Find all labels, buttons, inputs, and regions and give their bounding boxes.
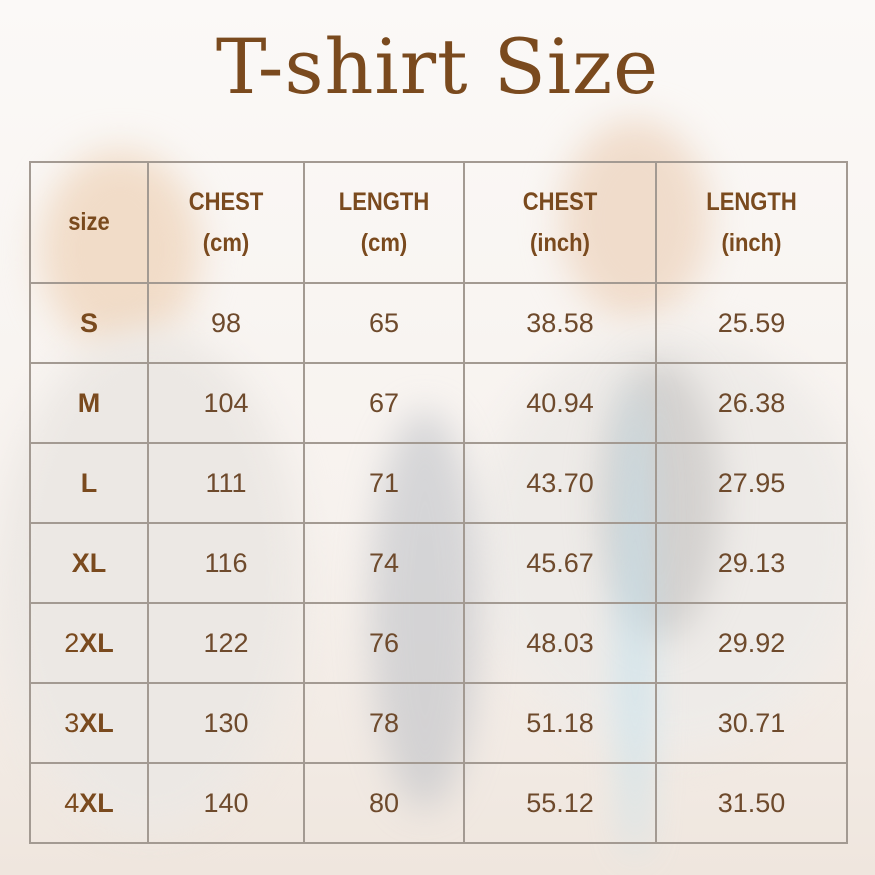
- chest-in-cell: 45.67: [463, 522, 657, 604]
- size-prefix: 3: [64, 707, 80, 738]
- size-cell: S: [29, 282, 149, 364]
- length-cm-cell: 67: [303, 362, 465, 444]
- chest-cm-cell: 140: [147, 762, 305, 844]
- header-label: LENGTH: [338, 187, 430, 216]
- length-in-cell: 27.95: [655, 442, 848, 524]
- header-chest-inch: CHEST (inch): [463, 161, 657, 284]
- header-unit: (cm): [202, 228, 250, 257]
- chest-cm-cell: 98: [147, 282, 305, 364]
- chest-cm-cell: 111: [147, 442, 305, 524]
- size-cell: XL: [29, 522, 149, 604]
- header-unit: (inch): [721, 228, 782, 257]
- length-cm-cell: 65: [303, 282, 465, 364]
- size-label: XL: [79, 627, 114, 658]
- header-size: size: [29, 161, 149, 284]
- size-cell: 3XL: [29, 682, 149, 764]
- size-label: XL: [79, 787, 114, 818]
- header-length-inch: LENGTH (inch): [655, 161, 848, 284]
- header-length-cm: LENGTH (cm): [303, 161, 465, 284]
- length-cm-cell: 78: [303, 682, 465, 764]
- size-cell: 4XL: [29, 762, 149, 844]
- table-row: 3XL 130 78 51.18 30.71: [29, 682, 848, 764]
- size-label: XL: [79, 707, 114, 738]
- length-in-cell: 25.59: [655, 282, 848, 364]
- size-label: M: [77, 387, 101, 418]
- header-unit: (inch): [530, 228, 590, 257]
- length-cm-cell: 71: [303, 442, 465, 524]
- length-cm-cell: 80: [303, 762, 465, 844]
- table-row: L 111 71 43.70 27.95: [29, 442, 848, 524]
- table-row: 2XL 122 76 48.03 29.92: [29, 602, 848, 684]
- chest-in-cell: 48.03: [463, 602, 657, 684]
- length-in-cell: 26.38: [655, 362, 848, 444]
- header-label: CHEST: [188, 187, 264, 216]
- size-prefix: 4: [64, 787, 80, 818]
- length-cm-cell: 74: [303, 522, 465, 604]
- length-in-cell: 31.50: [655, 762, 848, 844]
- chest-in-cell: 40.94: [463, 362, 657, 444]
- header-unit: (cm): [360, 228, 408, 257]
- table-row: M 104 67 40.94 26.38: [29, 362, 848, 444]
- header-label: CHEST: [522, 187, 598, 216]
- length-in-cell: 30.71: [655, 682, 848, 764]
- chest-in-cell: 38.58: [463, 282, 657, 364]
- page-title: T-shirt Size: [215, 22, 660, 111]
- chest-cm-cell: 104: [147, 362, 305, 444]
- table-row: 4XL 140 80 55.12 31.50: [29, 762, 848, 844]
- length-in-cell: 29.13: [655, 522, 848, 604]
- chest-in-cell: 43.70: [463, 442, 657, 524]
- chest-cm-cell: 122: [147, 602, 305, 684]
- table-row: XL 116 74 45.67 29.13: [29, 522, 848, 604]
- size-label: S: [79, 307, 98, 338]
- size-cell: 2XL: [29, 602, 149, 684]
- chest-in-cell: 55.12: [463, 762, 657, 844]
- chest-cm-cell: 130: [147, 682, 305, 764]
- size-prefix: 2: [64, 627, 80, 658]
- size-label: XL: [71, 547, 107, 578]
- size-cell: L: [29, 442, 149, 524]
- size-label: L: [80, 467, 98, 498]
- header-label: size: [68, 208, 110, 236]
- chest-in-cell: 51.18: [463, 682, 657, 764]
- table-row: S 98 65 38.58 25.59: [29, 282, 848, 364]
- size-table: size CHEST (cm) LENGTH (cm) CHEST (inch) LE…: [29, 161, 848, 844]
- header-row: size CHEST (cm) LENGTH (cm) CHEST (inch) LE…: [29, 161, 848, 284]
- header-label: LENGTH: [706, 187, 797, 216]
- length-cm-cell: 76: [303, 602, 465, 684]
- size-cell: M: [29, 362, 149, 444]
- header-chest-cm: CHEST (cm): [147, 161, 305, 284]
- length-in-cell: 29.92: [655, 602, 848, 684]
- chest-cm-cell: 116: [147, 522, 305, 604]
